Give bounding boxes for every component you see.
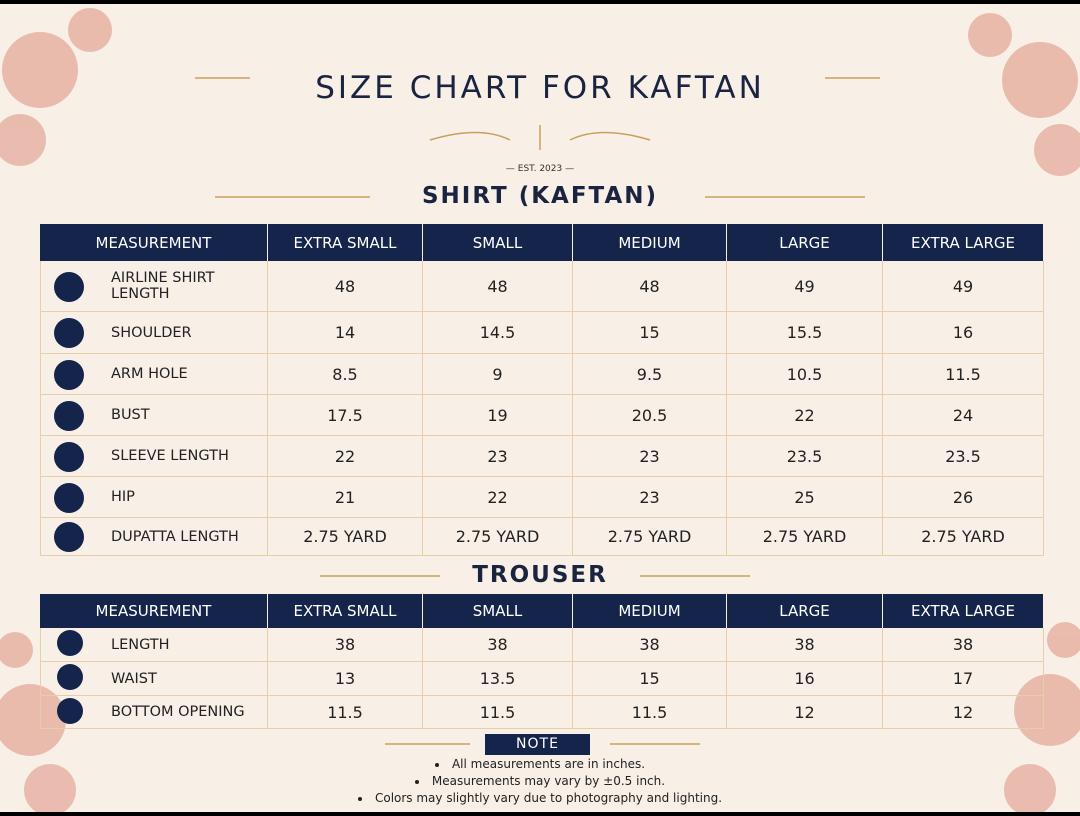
table-cell: 38 [573, 628, 727, 662]
header-cell: EXTRA SMALL [268, 224, 423, 261]
row-icon [54, 400, 84, 431]
table-cell: 2.75 YARD [423, 518, 573, 556]
table-cell: 14 [268, 312, 423, 354]
row-label: AIRLINE SHIRT LENGTH [40, 261, 268, 312]
table-cell: 49 [883, 261, 1044, 312]
title: SIZE CHART FOR KAFTAN [315, 70, 765, 106]
header-cell: MEASUREMENT [40, 224, 268, 261]
header-cell: SMALL [423, 224, 573, 261]
row-label: DUPATTA LENGTH [40, 518, 268, 556]
header-cell: MEDIUM [573, 224, 727, 261]
note-item: Measurements may vary by ±0.5 inch. [0, 773, 1080, 790]
table-cell: 21 [268, 477, 423, 518]
row-label: BOTTOM OPENING [40, 696, 268, 729]
table-cell: 49 [727, 261, 883, 312]
row-icon [54, 359, 84, 390]
table-cell: 23 [573, 477, 727, 518]
note-title: NOTE [485, 734, 590, 755]
row-label: SHOULDER [40, 312, 268, 354]
row-icon [54, 271, 84, 302]
table-cell: 23.5 [883, 436, 1044, 477]
table-cell: 2.75 YARD [573, 518, 727, 556]
table-cell: 23 [573, 436, 727, 477]
table-cell: 2.75 YARD [268, 518, 423, 556]
row-icon [57, 630, 83, 656]
table-cell: 12 [727, 696, 883, 729]
table-cell: 8.5 [268, 354, 423, 395]
header-cell: SMALL [423, 594, 573, 628]
table-cell: 2.75 YARD [727, 518, 883, 556]
table-cell: 9.5 [573, 354, 727, 395]
table-cell: 48 [268, 261, 423, 312]
table-cell: 22 [727, 395, 883, 436]
row-icon [54, 482, 84, 513]
table-cell: 16 [727, 662, 883, 696]
row-label: HIP [40, 477, 268, 518]
note-list: All measurements are in inches.Measureme… [0, 756, 1080, 807]
table-cell: 10.5 [727, 354, 883, 395]
row-label: ARM HOLE [40, 354, 268, 395]
established: — EST. 2023 — [505, 164, 575, 174]
row-icon [54, 522, 84, 552]
table-cell: 13 [268, 662, 423, 696]
table-cell: 13.5 [423, 662, 573, 696]
table-cell: 11.5 [573, 696, 727, 729]
note-item: Colors may slightly vary due to photogra… [0, 790, 1080, 807]
header-cell: LARGE [727, 224, 883, 261]
header-cell: EXTRA SMALL [268, 594, 423, 628]
row-icon [57, 697, 83, 724]
table-cell: 17 [883, 662, 1044, 696]
table-cell: 38 [727, 628, 883, 662]
row-label: BUST [40, 395, 268, 436]
table-cell: 14.5 [423, 312, 573, 354]
row-label: LENGTH [40, 628, 268, 662]
row-label: SLEEVE LENGTH [40, 436, 268, 477]
table-cell: 12 [883, 696, 1044, 729]
table-cell: 25 [727, 477, 883, 518]
header-cell: MEDIUM [573, 594, 727, 628]
row-label: WAIST [40, 662, 268, 696]
row-icon [54, 318, 84, 348]
table-cell: 22 [423, 477, 573, 518]
table-cell: 38 [268, 628, 423, 662]
row-icon [54, 441, 84, 472]
table-cell: 15 [573, 312, 727, 354]
table-cell: 23.5 [727, 436, 883, 477]
table-cell: 48 [573, 261, 727, 312]
header-cell: EXTRA LARGE [883, 224, 1044, 261]
table-cell: 24 [883, 395, 1044, 436]
header-cell: EXTRA LARGE [883, 594, 1044, 628]
note-item: All measurements are in inches. [0, 756, 1080, 773]
section-title: TROUSER [472, 562, 608, 588]
table-cell: 38 [883, 628, 1044, 662]
table-cell: 17.5 [268, 395, 423, 436]
table-cell: 2.75 YARD [883, 518, 1044, 556]
header-cell: LARGE [727, 594, 883, 628]
row-icon [57, 664, 83, 690]
table-cell: 23 [423, 436, 573, 477]
table-cell: 20.5 [573, 395, 727, 436]
table-cell: 15.5 [727, 312, 883, 354]
table-cell: 11.5 [423, 696, 573, 729]
table-cell: 15 [573, 662, 727, 696]
table-cell: 38 [423, 628, 573, 662]
section-title: SHIRT (KAFTAN) [421, 183, 659, 209]
table-cell: 19 [423, 395, 573, 436]
table-cell: 16 [883, 312, 1044, 354]
header-cell: MEASUREMENT [40, 594, 268, 628]
table-cell: 22 [268, 436, 423, 477]
table-cell: 26 [883, 477, 1044, 518]
table-cell: 11.5 [883, 354, 1044, 395]
table-cell: 9 [423, 354, 573, 395]
table-cell: 48 [423, 261, 573, 312]
table-cell: 11.5 [268, 696, 423, 729]
